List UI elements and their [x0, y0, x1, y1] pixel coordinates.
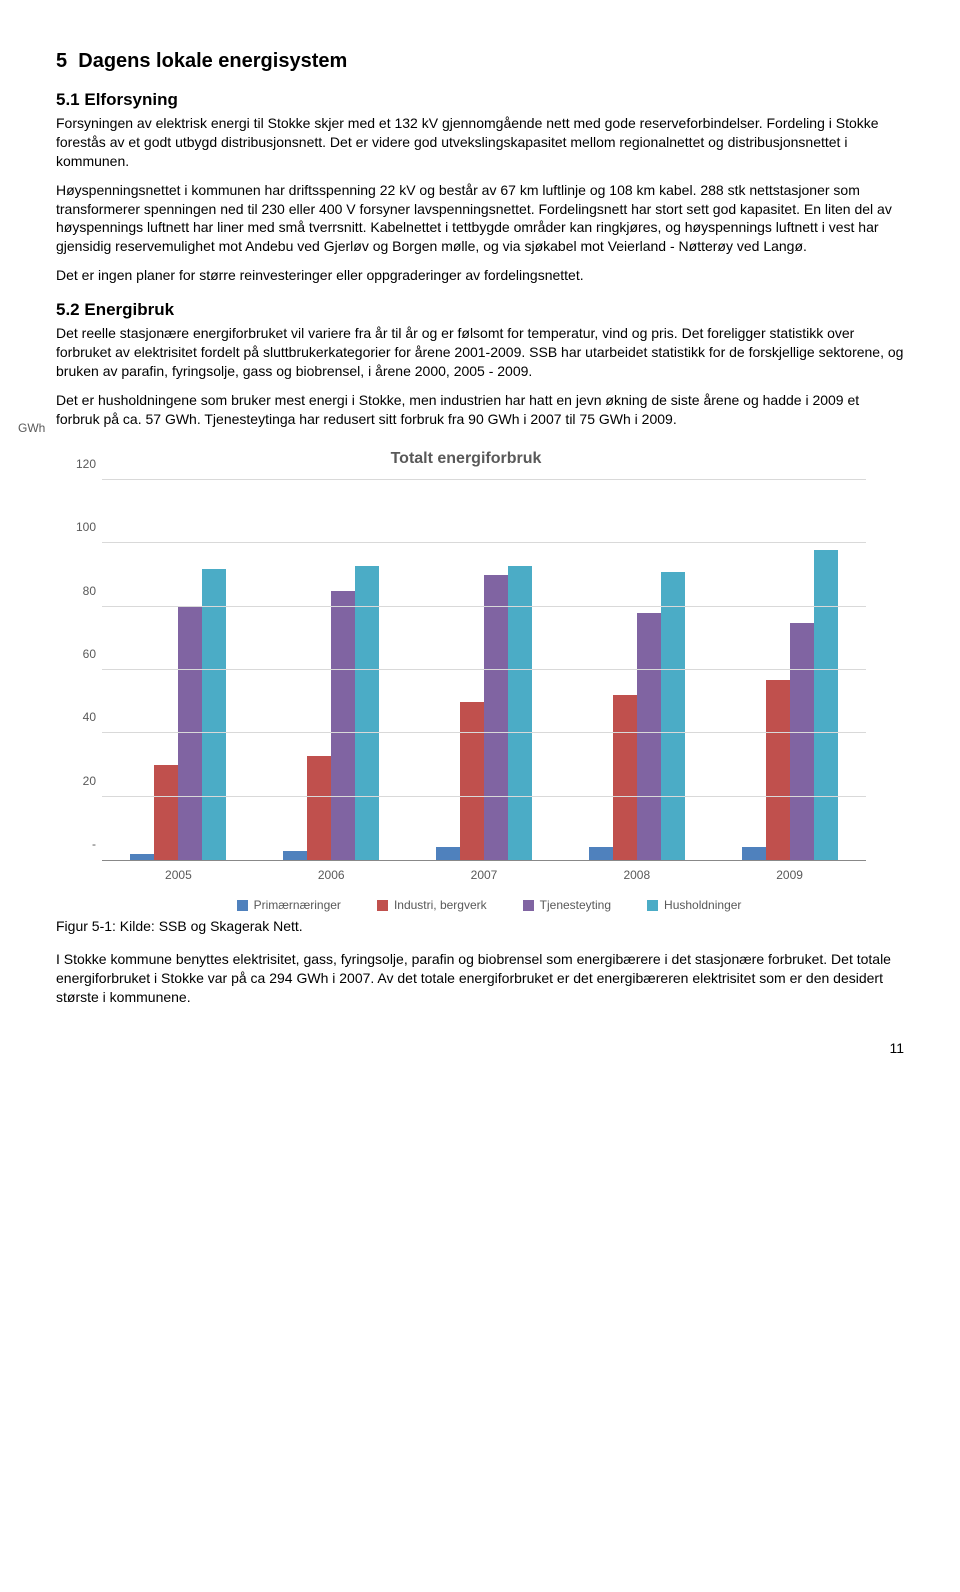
legend-swatch	[523, 900, 534, 911]
legend-item: Husholdninger	[647, 897, 741, 913]
bar	[355, 566, 379, 861]
section-heading: 5 Dagens lokale energisystem	[56, 48, 904, 75]
subsection-5-1: 5.1 Elforsyning	[56, 89, 904, 112]
gridline	[102, 606, 866, 607]
legend-label: Industri, bergverk	[394, 897, 487, 913]
bar-group	[102, 480, 255, 860]
sub-title: Elforsyning	[84, 90, 178, 109]
gridline	[102, 669, 866, 670]
legend-item: Tjenesteyting	[523, 897, 611, 913]
bar-group	[560, 480, 713, 860]
chart-title: Totalt energiforbruk	[56, 442, 876, 480]
subsection-5-2: 5.2 Energibruk	[56, 299, 904, 322]
x-tick-label: 2005	[102, 861, 255, 883]
body-text: Det er ingen planer for større reinveste…	[56, 266, 904, 285]
bar	[436, 847, 460, 860]
bar-group	[408, 480, 561, 860]
bar	[589, 847, 613, 860]
plot-area: -20406080100120	[102, 480, 866, 861]
bar	[790, 623, 814, 861]
legend-item: Primærnæringer	[237, 897, 341, 913]
body-text: I Stokke kommune benyttes elektrisitet, …	[56, 950, 904, 1007]
bar	[613, 695, 637, 860]
bar	[202, 569, 226, 860]
bar	[766, 680, 790, 861]
bar	[307, 756, 331, 861]
x-axis-labels: 20052006200720082009	[102, 861, 866, 883]
chart-legend: Primærnæringer Industri, bergverk Tjeneste…	[102, 897, 876, 913]
bar-group	[255, 480, 408, 860]
y-tick-label: -	[60, 836, 96, 852]
bar	[508, 566, 532, 861]
y-tick-label: 60	[60, 646, 96, 662]
y-axis-title: GWh	[18, 420, 45, 436]
chart-container: GWh Totalt energiforbruk -20406080100120…	[56, 442, 904, 913]
bar	[130, 854, 154, 860]
gridline	[102, 542, 866, 543]
y-tick-label: 80	[60, 582, 96, 598]
bar-group	[713, 480, 866, 860]
legend-swatch	[377, 900, 388, 911]
bar	[814, 550, 838, 860]
bar	[460, 702, 484, 860]
body-text: Det reelle stasjonære energiforbruket vi…	[56, 324, 904, 381]
legend-label: Tjenesteyting	[540, 897, 611, 913]
figure-caption: Figur 5-1: Kilde: SSB og Skagerak Nett.	[56, 917, 904, 936]
x-tick-label: 2008	[560, 861, 713, 883]
gridline	[102, 796, 866, 797]
y-tick-label: 100	[60, 519, 96, 535]
y-tick-label: 20	[60, 772, 96, 788]
bar-groups	[102, 480, 866, 860]
bar	[484, 575, 508, 860]
legend-item: Industri, bergverk	[377, 897, 487, 913]
page-number: 11	[56, 1039, 904, 1058]
bar	[154, 765, 178, 860]
sub-num: 5.1	[56, 90, 80, 109]
section-number: 5	[56, 50, 67, 72]
bar	[283, 851, 307, 861]
legend-label: Husholdninger	[664, 897, 741, 913]
body-text: Høyspenningsnettet i kommunen har drifts…	[56, 181, 904, 257]
x-tick-label: 2007	[408, 861, 561, 883]
x-tick-label: 2006	[255, 861, 408, 883]
bar-chart: GWh Totalt energiforbruk -20406080100120…	[56, 442, 876, 913]
legend-swatch	[647, 900, 658, 911]
section-title: Dagens lokale energisystem	[78, 50, 347, 72]
y-tick-label: 40	[60, 709, 96, 725]
x-tick-label: 2009	[713, 861, 866, 883]
bar	[331, 591, 355, 860]
body-text: Det er husholdningene som bruker mest en…	[56, 391, 904, 429]
bar	[742, 847, 766, 860]
bar	[661, 572, 685, 860]
legend-label: Primærnæringer	[254, 897, 341, 913]
sub-num: 5.2	[56, 300, 80, 319]
legend-swatch	[237, 900, 248, 911]
gridline	[102, 732, 866, 733]
body-text: Forsyningen av elektrisk energi til Stok…	[56, 114, 904, 171]
bar	[637, 613, 661, 860]
y-tick-label: 120	[60, 456, 96, 472]
sub-title: Energibruk	[84, 300, 174, 319]
gridline	[102, 479, 866, 480]
